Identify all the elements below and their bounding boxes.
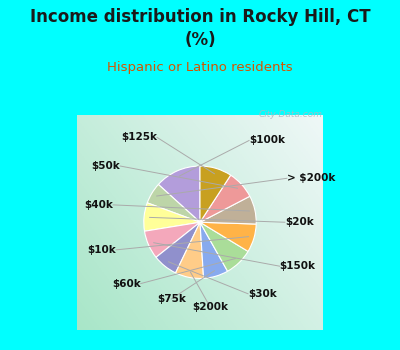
- Text: City-Data.com: City-Data.com: [259, 110, 323, 119]
- Text: $20k: $20k: [285, 217, 314, 227]
- Text: > $200k: > $200k: [287, 173, 335, 183]
- Text: $30k: $30k: [248, 289, 277, 299]
- Wedge shape: [147, 184, 200, 222]
- Text: $10k: $10k: [88, 245, 116, 255]
- Text: $150k: $150k: [280, 261, 316, 271]
- Text: $40k: $40k: [84, 200, 113, 210]
- Wedge shape: [200, 175, 250, 222]
- Wedge shape: [156, 222, 200, 273]
- Wedge shape: [176, 222, 204, 279]
- Text: Hispanic or Latino residents: Hispanic or Latino residents: [107, 61, 293, 74]
- Wedge shape: [144, 222, 200, 257]
- Wedge shape: [200, 222, 248, 271]
- Wedge shape: [144, 203, 200, 231]
- Text: $75k: $75k: [157, 294, 186, 304]
- Wedge shape: [200, 222, 256, 251]
- Text: $50k: $50k: [92, 161, 120, 171]
- Wedge shape: [200, 196, 256, 224]
- Text: $200k: $200k: [192, 302, 228, 312]
- Text: $100k: $100k: [249, 135, 285, 146]
- Wedge shape: [158, 166, 200, 222]
- Text: $125k: $125k: [121, 132, 157, 142]
- Wedge shape: [200, 166, 231, 222]
- Wedge shape: [200, 222, 228, 278]
- Text: Income distribution in Rocky Hill, CT
(%): Income distribution in Rocky Hill, CT (%…: [30, 8, 370, 49]
- Text: $60k: $60k: [112, 279, 141, 288]
